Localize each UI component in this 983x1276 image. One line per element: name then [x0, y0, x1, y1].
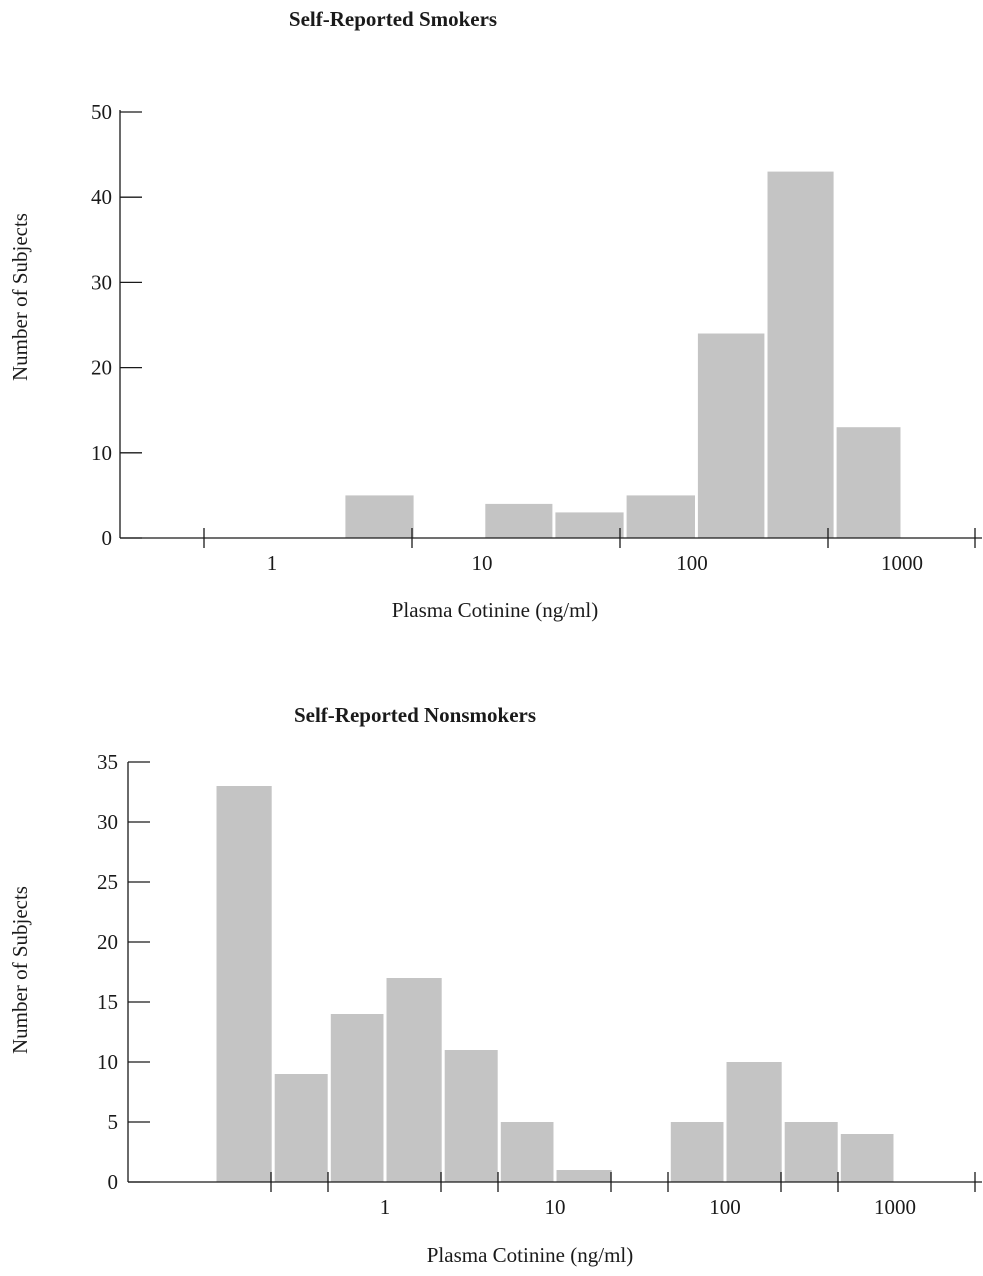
- bars: [216, 786, 894, 1182]
- x-ticks: [203, 528, 976, 548]
- bar: [697, 333, 765, 538]
- bars: [345, 171, 901, 538]
- bar: [500, 1122, 554, 1182]
- bar: [784, 1122, 838, 1182]
- bar: [726, 1062, 782, 1182]
- y-tick-label: 20: [91, 356, 112, 380]
- chart-title: Self-Reported Smokers: [289, 7, 497, 31]
- bar: [626, 495, 695, 538]
- bar: [274, 1074, 328, 1182]
- x-tick-label: 1000: [881, 551, 923, 575]
- y-tick-label: 0: [102, 526, 113, 550]
- x-tick-label: 100: [676, 551, 708, 575]
- bar: [485, 503, 553, 538]
- x-tick-labels: 1 10 100 1000: [380, 1195, 916, 1219]
- y-tick-label: 30: [91, 270, 112, 294]
- y-tick-label: 50: [91, 100, 112, 124]
- y-tick-label: 5: [108, 1110, 119, 1134]
- bar: [444, 1050, 498, 1182]
- y-tick-label: 15: [97, 990, 118, 1014]
- x-tick-label: 1: [380, 1195, 391, 1219]
- x-tick-labels: 1 10 100 1000: [267, 551, 923, 575]
- x-tick-label: 1000: [874, 1195, 916, 1219]
- y-tick-label: 40: [91, 185, 112, 209]
- y-tick-label: 35: [97, 750, 118, 774]
- x-tick-label: 1: [267, 551, 278, 575]
- y-ticks: 0 5 10 15 20 25 30 35: [97, 750, 150, 1194]
- smokers-chart: Self-Reported Smokers Number of Subjects…: [8, 7, 982, 622]
- bar: [555, 512, 624, 538]
- bar: [556, 1170, 612, 1182]
- y-tick-label: 25: [97, 870, 118, 894]
- y-tick-label: 10: [91, 441, 112, 465]
- x-axis-label: Plasma Cotinine (ng/ml): [427, 1243, 633, 1267]
- y-tick-label: 20: [97, 930, 118, 954]
- nonsmokers-chart: Self-Reported Nonsmokers Number of Subje…: [8, 703, 982, 1267]
- bar: [670, 1122, 724, 1182]
- y-axis-label: Number of Subjects: [8, 886, 32, 1054]
- bar: [345, 495, 414, 538]
- bar: [767, 171, 834, 538]
- x-axis-label: Plasma Cotinine (ng/ml): [392, 598, 598, 622]
- bar: [840, 1134, 894, 1182]
- bar: [330, 1014, 384, 1182]
- x-tick-label: 100: [709, 1195, 741, 1219]
- chart-title: Self-Reported Nonsmokers: [294, 703, 536, 727]
- y-ticks: 0 10 20 30 40 50: [91, 100, 142, 550]
- x-tick-label: 10: [545, 1195, 566, 1219]
- y-tick-label: 0: [108, 1170, 119, 1194]
- bar: [386, 978, 442, 1182]
- bar: [216, 786, 272, 1182]
- bar: [836, 427, 901, 538]
- x-tick-label: 10: [472, 551, 493, 575]
- x-ticks: [270, 1172, 976, 1192]
- y-axis-label: Number of Subjects: [8, 213, 32, 381]
- y-tick-label: 10: [97, 1050, 118, 1074]
- y-tick-label: 30: [97, 810, 118, 834]
